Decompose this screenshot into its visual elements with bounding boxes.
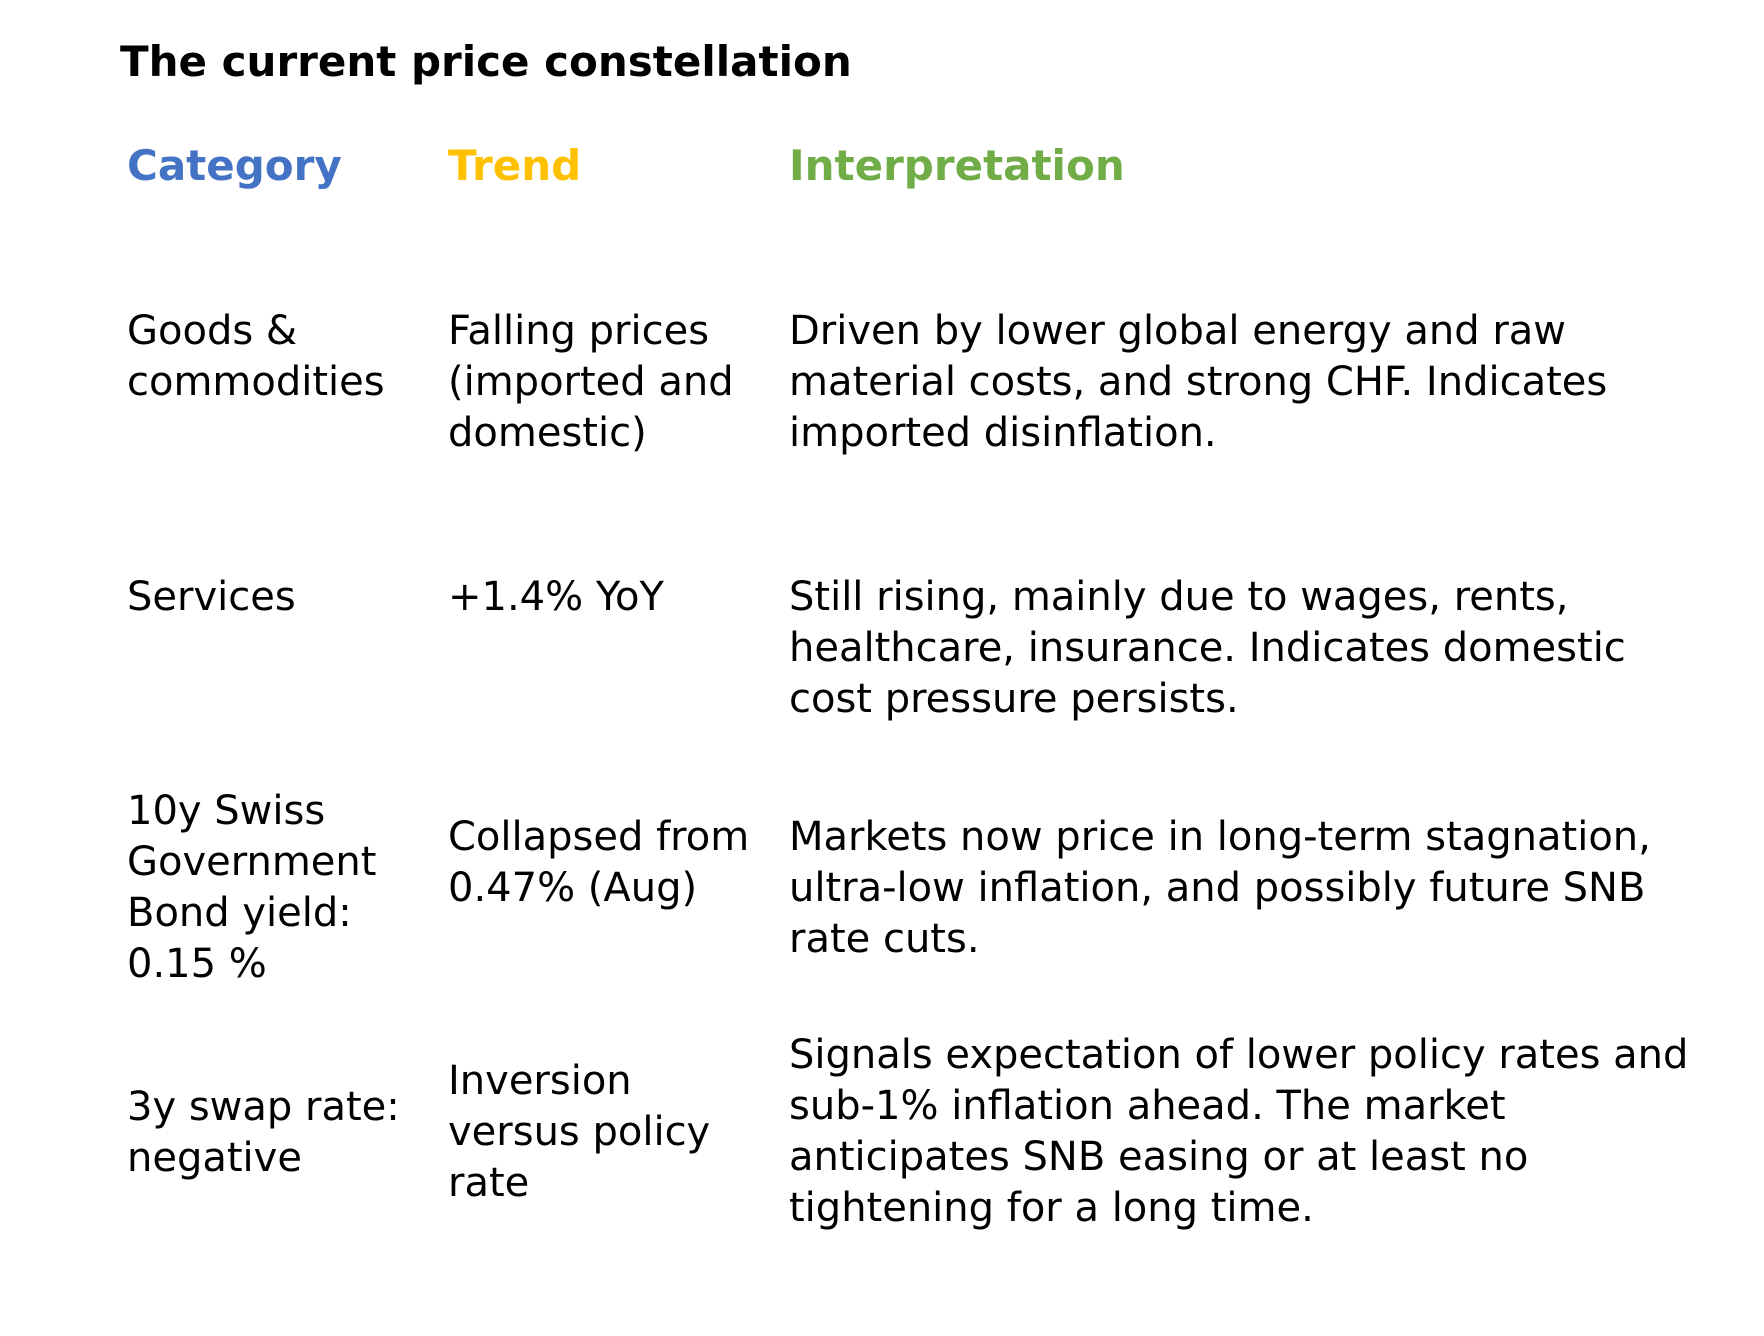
- header-trend: Trend: [448, 141, 582, 190]
- row-1-interpretation: Driven by lower global energy and raw ma…: [789, 308, 1608, 456]
- row-4-category: 3y swap rate: negative: [127, 1084, 400, 1181]
- row-3-interpretation: Markets now price in long-term stagnatio…: [789, 814, 1651, 962]
- header-interpretation: Interpretation: [789, 141, 1125, 190]
- row-2-trend: +1.4% YoY: [448, 574, 664, 620]
- row-4-trend: Inversion versus policy rate: [448, 1058, 711, 1206]
- row-2-category: Services: [127, 574, 296, 620]
- row-3-category: 10y Swiss Government Bond yield: 0.15 %: [127, 788, 377, 987]
- row-3-trend: Collapsed from 0.47% (Aug): [448, 814, 750, 911]
- row-4-interpretation: Signals expectation of lower policy rate…: [789, 1032, 1689, 1231]
- row-2-interpretation: Still rising, mainly due to wages, rents…: [789, 574, 1626, 722]
- page-title: The current price constellation: [120, 37, 852, 86]
- row-1-trend: Falling prices (imported and domestic): [448, 308, 734, 456]
- header-category: Category: [127, 141, 342, 190]
- row-1-category: Goods & commodities: [127, 308, 385, 405]
